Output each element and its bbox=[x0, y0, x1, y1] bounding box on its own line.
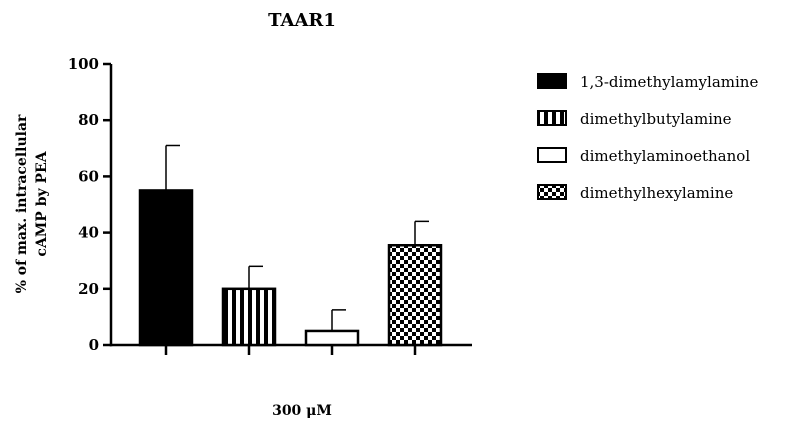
y-tick-label: 80 bbox=[78, 111, 99, 129]
y-tick-label: 0 bbox=[89, 336, 99, 354]
bar-4 bbox=[387, 243, 443, 347]
y-axis-label-line-1: % of max. intracellular bbox=[14, 114, 30, 293]
y-tick-label: 40 bbox=[78, 224, 99, 242]
y-axis-label: % of max. intracellular cAMP by PEA bbox=[14, 114, 50, 293]
y-tick-label: 20 bbox=[78, 280, 99, 298]
bar-3 bbox=[304, 329, 360, 347]
legend-label-3: dimethylaminoethanol bbox=[580, 147, 750, 165]
legend-label-1: 1,3-dimethylamylamine bbox=[580, 73, 758, 91]
bar-1 bbox=[138, 189, 194, 347]
x-axis-label: 300 μM bbox=[272, 403, 332, 419]
plot-area: 0 20 40 60 80 100 bbox=[68, 55, 472, 355]
legend-swatch-2 bbox=[537, 110, 567, 126]
legend-swatch-3 bbox=[537, 147, 567, 163]
y-tick-label: 60 bbox=[78, 167, 99, 185]
legend: 1,3-dimethylamylamine dimethylbutylamine d… bbox=[537, 73, 758, 202]
y-axis-label-line-2: cAMP by PEA bbox=[34, 150, 50, 256]
chart-title: TAAR1 bbox=[268, 10, 336, 31]
legend-label-4: dimethylhexylamine bbox=[580, 184, 733, 202]
legend-swatch-1 bbox=[537, 73, 567, 89]
legend-swatch-4 bbox=[537, 184, 567, 200]
legend-label-2: dimethylbutylamine bbox=[580, 110, 732, 128]
y-tick-label: 100 bbox=[68, 55, 99, 73]
bar-2 bbox=[221, 287, 277, 347]
